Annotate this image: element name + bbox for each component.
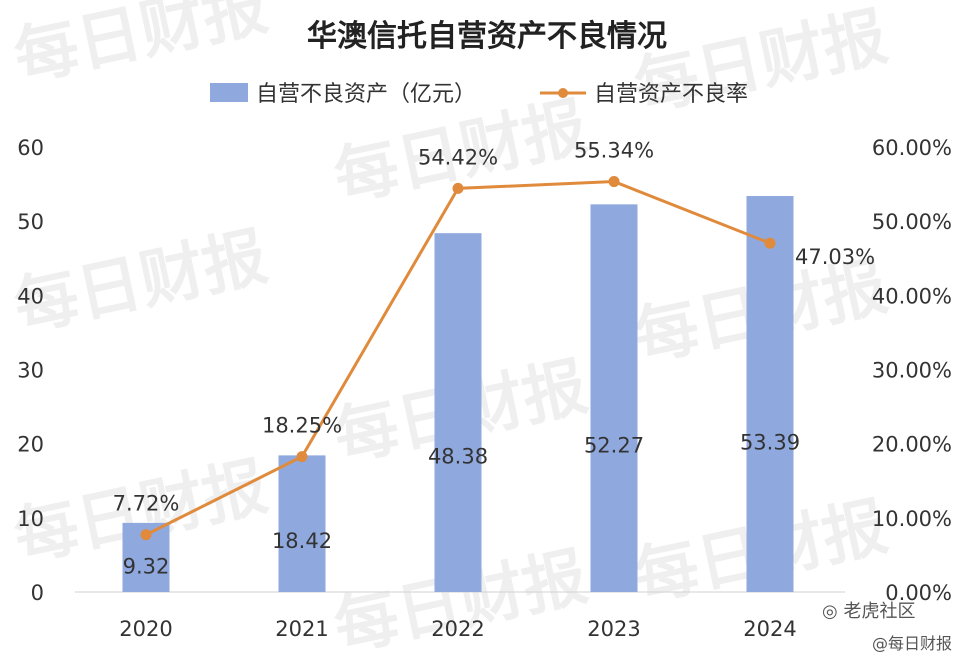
left-axis-tick-label: 0 bbox=[31, 581, 44, 605]
rate-point bbox=[140, 529, 152, 541]
rate-point bbox=[296, 451, 308, 463]
legend-bar-swatch bbox=[210, 83, 248, 102]
bar bbox=[278, 455, 326, 592]
legend-line-label: 自营资产不良率 bbox=[594, 82, 748, 107]
line-series bbox=[140, 176, 776, 541]
bar-data-label: 9.32 bbox=[123, 555, 170, 579]
left-axis-tick-label: 30 bbox=[17, 359, 44, 383]
rate-data-label: 7.72% bbox=[113, 492, 180, 516]
legend-line-marker bbox=[558, 88, 568, 98]
right-axis: 0.00% 10.00% 20.00% 30.00% 40.00% 50.00% 60.00… bbox=[872, 136, 952, 605]
tiger-icon: ◎ bbox=[822, 601, 838, 622]
right-axis-tick-label: 50.00% bbox=[872, 210, 952, 234]
left-axis-tick-label: 50 bbox=[17, 210, 44, 234]
right-axis-tick-label: 40.00% bbox=[872, 284, 952, 308]
bar-data-label: 18.42 bbox=[272, 529, 332, 553]
rate-point bbox=[452, 182, 464, 194]
legend-bar-label: 自营不良资产（亿元） bbox=[256, 82, 476, 107]
rate-data-label: 18.25% bbox=[262, 414, 342, 438]
left-axis-tick-label: 10 bbox=[17, 507, 44, 531]
right-axis-tick-label: 0.00% bbox=[885, 581, 952, 605]
x-axis-tick-label: 2020 bbox=[119, 617, 172, 641]
bar-series bbox=[122, 196, 794, 593]
left-axis-tick-label: 40 bbox=[17, 284, 44, 308]
bar-data-label: 53.39 bbox=[740, 431, 800, 455]
rate-point bbox=[608, 176, 620, 188]
footer-brand-handle: @每日财报 bbox=[872, 634, 953, 653]
right-axis-tick-label: 10.00% bbox=[872, 507, 952, 531]
bar-data-label: 48.38 bbox=[428, 445, 488, 469]
bar bbox=[434, 233, 482, 592]
right-axis-tick-label: 20.00% bbox=[872, 433, 952, 457]
rate-data-label: 55.34% bbox=[574, 139, 654, 163]
rate-point bbox=[764, 237, 776, 249]
bar-data-labels: 9.32 18.42 48.38 52.27 53.39 bbox=[123, 431, 800, 579]
right-axis-tick-label: 30.00% bbox=[872, 359, 952, 383]
bar bbox=[746, 196, 794, 592]
footer-brand-tiger: ◎ 老虎社区 bbox=[822, 597, 915, 623]
x-axis-tick-label: 2023 bbox=[587, 617, 640, 641]
rate-data-label: 54.42% bbox=[418, 145, 498, 169]
x-axis: 2020 2021 2022 2023 2024 bbox=[119, 617, 796, 641]
bar-data-label: 52.27 bbox=[584, 434, 644, 458]
left-axis: 0 10 20 30 40 50 60 bbox=[17, 136, 44, 605]
footer-brand-1: 老虎社区 bbox=[843, 601, 916, 622]
x-axis-tick-label: 2024 bbox=[743, 617, 796, 641]
line-data-labels: 7.72% 18.25% 54.42% 55.34% 47.03% bbox=[113, 139, 875, 516]
left-axis-tick-label: 20 bbox=[17, 433, 44, 457]
chart-title: 华澳信托自营资产不良情况 bbox=[307, 19, 667, 54]
legend: 自营不良资产（亿元） 自营资产不良率 bbox=[210, 82, 748, 107]
watermark-text: 每日财报 bbox=[8, 220, 274, 346]
rate-data-label: 47.03% bbox=[795, 245, 875, 269]
right-axis-tick-label: 60.00% bbox=[872, 136, 952, 160]
watermark-text: 每日财报 bbox=[8, 0, 274, 96]
left-axis-tick-label: 60 bbox=[17, 136, 44, 160]
x-axis-tick-label: 2022 bbox=[431, 617, 484, 641]
bar bbox=[590, 204, 638, 593]
x-axis-tick-label: 2021 bbox=[275, 617, 328, 641]
